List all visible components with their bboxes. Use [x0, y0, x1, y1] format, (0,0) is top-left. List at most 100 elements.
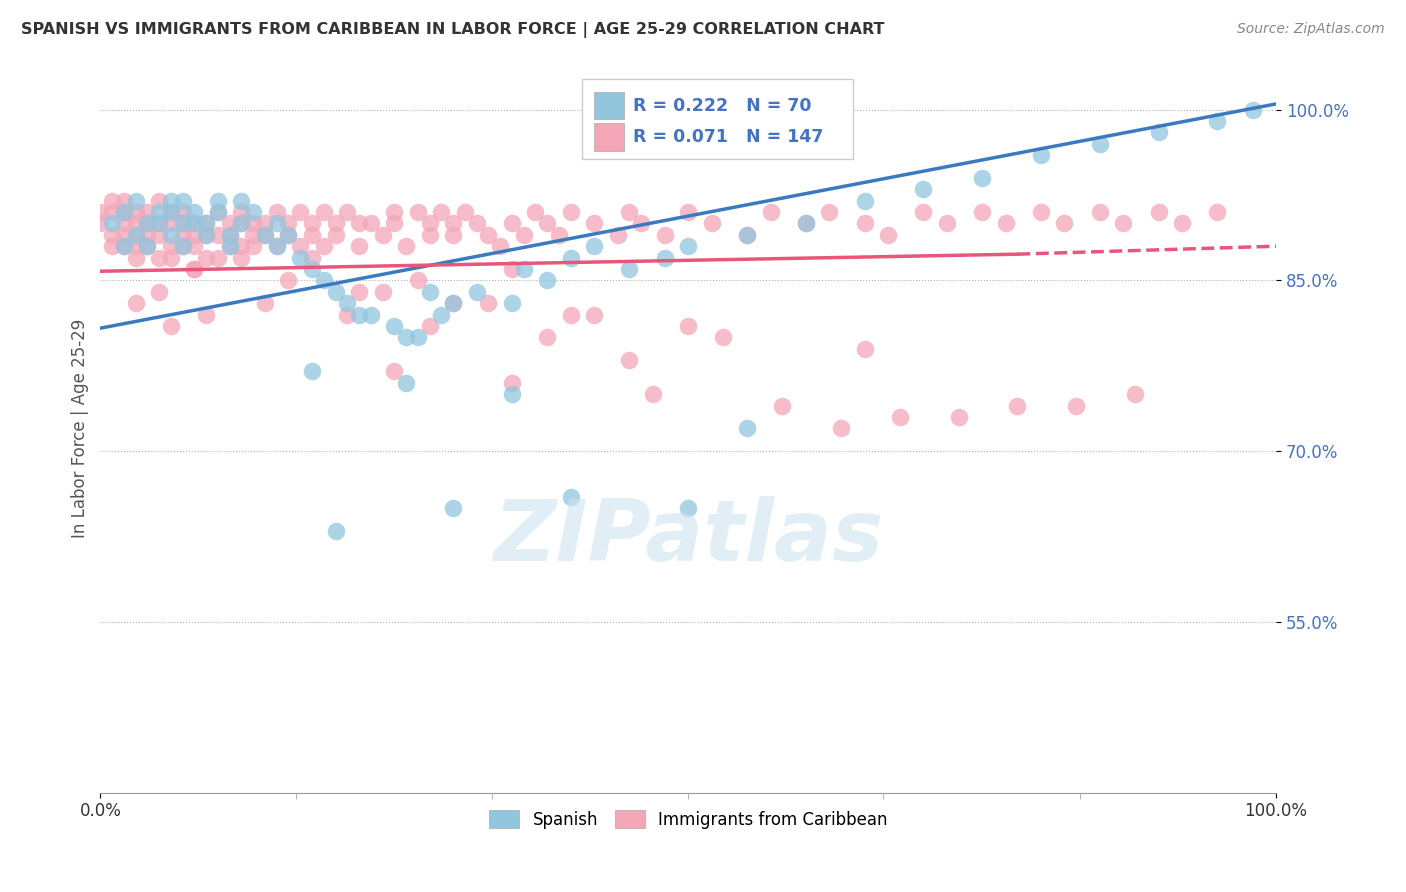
Point: [124, 296, 146, 310]
Point: [231, 251, 253, 265]
Point: [560, 205, 582, 219]
Point: [524, 205, 547, 219]
Point: [253, 227, 276, 242]
Point: [536, 330, 558, 344]
FancyBboxPatch shape: [595, 92, 623, 120]
Point: [1053, 216, 1076, 230]
Point: [972, 205, 994, 219]
Point: [583, 308, 606, 322]
Point: [641, 387, 664, 401]
Point: [501, 387, 523, 401]
Point: [207, 205, 229, 219]
Point: [195, 216, 218, 230]
Point: [325, 524, 347, 538]
Point: [560, 251, 582, 265]
Point: [195, 227, 218, 242]
Point: [266, 205, 288, 219]
Point: [312, 205, 335, 219]
Point: [112, 205, 135, 219]
Point: [512, 227, 534, 242]
Point: [172, 227, 194, 242]
Point: [1206, 114, 1229, 128]
Point: [266, 216, 288, 230]
Point: [172, 239, 194, 253]
Point: [501, 376, 523, 390]
Point: [160, 205, 183, 219]
Point: [818, 205, 841, 219]
Point: [218, 216, 240, 230]
Point: [536, 273, 558, 287]
Point: [242, 216, 264, 230]
Point: [266, 239, 288, 253]
Point: [183, 216, 205, 230]
Point: [419, 285, 441, 299]
Point: [290, 239, 312, 253]
Point: [148, 205, 170, 219]
Point: [312, 239, 335, 253]
Point: [136, 239, 159, 253]
Point: [441, 296, 464, 310]
Point: [347, 216, 370, 230]
Point: [172, 205, 194, 219]
Point: [382, 364, 405, 378]
Point: [536, 216, 558, 230]
Point: [935, 216, 957, 230]
Point: [148, 251, 170, 265]
Point: [112, 239, 135, 253]
Point: [630, 216, 652, 230]
Point: [395, 376, 418, 390]
Point: [994, 216, 1017, 230]
Point: [676, 318, 699, 333]
Point: [371, 285, 394, 299]
Point: [195, 308, 218, 322]
Text: SPANISH VS IMMIGRANTS FROM CARIBBEAN IN LABOR FORCE | AGE 25-29 CORRELATION CHAR: SPANISH VS IMMIGRANTS FROM CARIBBEAN IN …: [21, 22, 884, 38]
Point: [172, 194, 194, 208]
Point: [347, 308, 370, 322]
Point: [290, 205, 312, 219]
Point: [101, 205, 124, 219]
Point: [148, 227, 170, 242]
Point: [676, 239, 699, 253]
Point: [912, 205, 935, 219]
Point: [912, 182, 935, 196]
Point: [301, 262, 323, 277]
Point: [794, 216, 817, 230]
Point: [735, 227, 758, 242]
Point: [136, 227, 159, 242]
Point: [231, 205, 253, 219]
Point: [172, 216, 194, 230]
Point: [124, 194, 146, 208]
Point: [101, 216, 124, 230]
Point: [419, 216, 441, 230]
Point: [560, 308, 582, 322]
Point: [700, 216, 723, 230]
Point: [148, 285, 170, 299]
Point: [160, 239, 183, 253]
Point: [136, 216, 159, 230]
Point: [183, 227, 205, 242]
Point: [101, 239, 124, 253]
Point: [419, 318, 441, 333]
Point: [676, 205, 699, 219]
Point: [853, 194, 876, 208]
Point: [441, 296, 464, 310]
Point: [441, 227, 464, 242]
Point: [312, 273, 335, 287]
Point: [195, 227, 218, 242]
Point: [124, 239, 146, 253]
Point: [207, 227, 229, 242]
Point: [207, 251, 229, 265]
Point: [972, 170, 994, 185]
Point: [124, 205, 146, 219]
Point: [512, 262, 534, 277]
Point: [548, 227, 571, 242]
Point: [277, 227, 299, 242]
Point: [713, 330, 735, 344]
Point: [124, 227, 146, 242]
Point: [160, 227, 183, 242]
Point: [207, 205, 229, 219]
Point: [360, 216, 382, 230]
Y-axis label: In Labor Force | Age 25-29: In Labor Force | Age 25-29: [72, 318, 89, 538]
Point: [477, 227, 499, 242]
Point: [1029, 148, 1052, 162]
